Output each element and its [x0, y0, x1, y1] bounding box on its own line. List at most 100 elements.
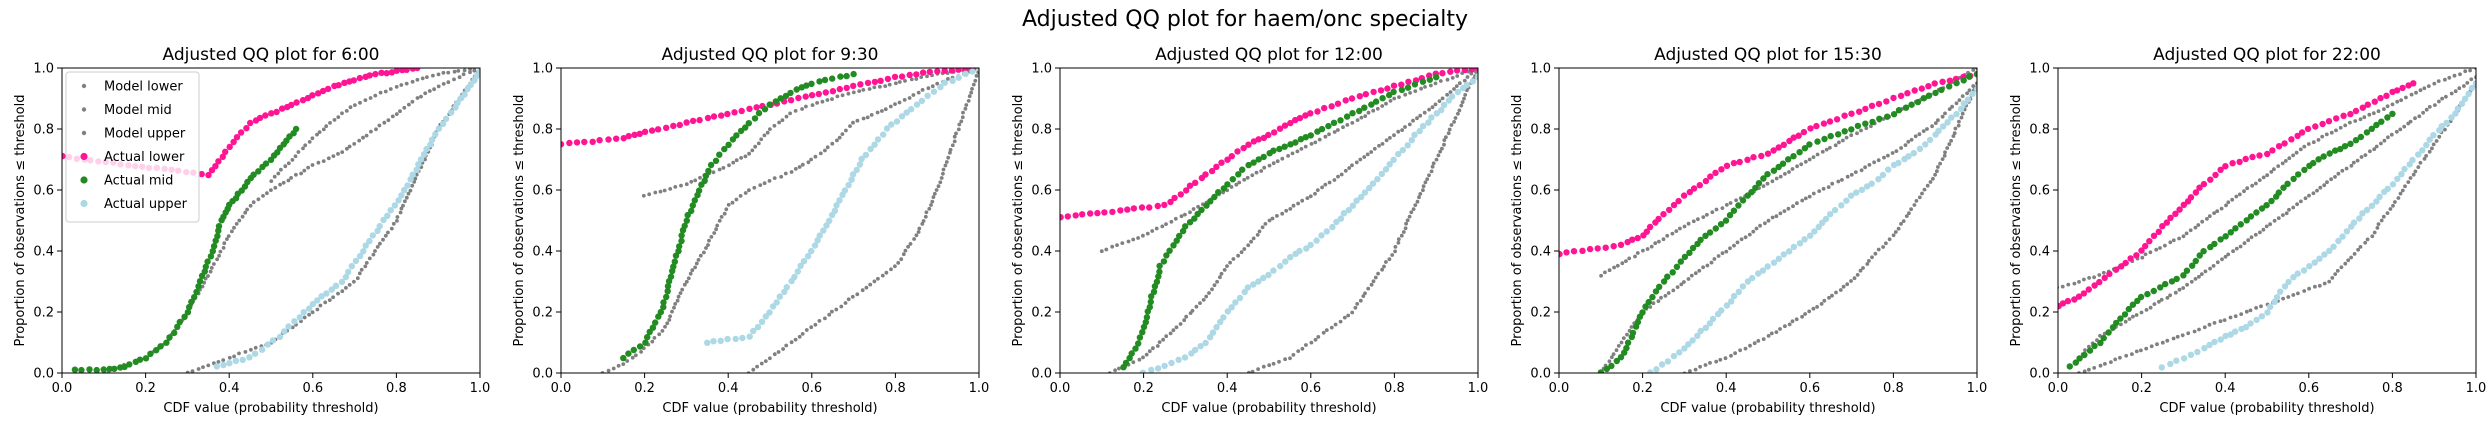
data-point	[432, 87, 436, 92]
data-point	[763, 359, 768, 363]
data-point	[830, 309, 834, 314]
data-point	[1811, 155, 1816, 160]
data-point	[698, 175, 702, 180]
data-point	[1254, 170, 1259, 175]
data-point	[2109, 360, 2113, 364]
data-point	[121, 363, 128, 371]
data-point	[1393, 245, 1398, 249]
data-point	[215, 158, 222, 165]
data-point	[1275, 159, 1280, 164]
data-point	[1701, 265, 1705, 270]
data-point	[1735, 240, 1740, 245]
data-point	[1822, 215, 1830, 223]
data-point	[1375, 106, 1380, 111]
data-point	[1182, 318, 1187, 323]
data-point	[237, 129, 245, 136]
data-point	[1413, 203, 1418, 208]
data-point	[269, 337, 277, 344]
data-point	[2371, 111, 2376, 116]
data-point	[1366, 184, 1373, 192]
data-point	[1267, 218, 1272, 223]
data-point	[672, 305, 676, 310]
data-point	[835, 94, 840, 99]
data-point	[1405, 218, 1410, 223]
data-point	[1865, 262, 1870, 266]
data-point	[1250, 159, 1257, 166]
data-point	[210, 243, 218, 250]
data-point	[1811, 191, 1816, 196]
data-point	[71, 366, 79, 373]
data-point	[1966, 73, 1973, 80]
data-point	[739, 334, 746, 342]
data-point	[1219, 271, 1224, 276]
data-point	[893, 118, 901, 125]
data-point	[1369, 150, 1374, 154]
x-tick-label: 0.2	[634, 381, 655, 396]
data-point	[830, 97, 834, 101]
data-point	[721, 145, 728, 153]
data-point	[706, 243, 710, 247]
data-point	[1960, 77, 1967, 84]
data-point	[230, 229, 234, 234]
data-point	[865, 115, 870, 120]
data-point	[1204, 294, 1209, 299]
data-point	[566, 139, 573, 147]
data-point	[1623, 344, 1630, 352]
data-point	[1967, 88, 1972, 93]
data-point	[1940, 123, 1947, 130]
data-point	[644, 334, 651, 341]
data-point	[2268, 197, 2275, 205]
data-point	[1387, 257, 1392, 262]
data-point	[1785, 156, 1792, 163]
data-point	[296, 150, 301, 154]
data-point	[1964, 96, 1972, 103]
y-tick-label: 0.4	[1031, 245, 1052, 260]
data-point	[1743, 346, 1748, 351]
data-point	[2098, 363, 2103, 368]
data-point	[1884, 241, 1888, 246]
data-point	[2256, 152, 2263, 159]
data-point	[897, 100, 902, 105]
data-point	[2326, 247, 2333, 254]
data-point	[386, 118, 391, 123]
data-point	[296, 314, 303, 321]
data-point	[1131, 360, 1136, 365]
data-point	[461, 91, 468, 98]
y-axis-label: Proportion of observations ≤ threshold	[1011, 95, 1026, 347]
data-point	[896, 261, 901, 265]
data-point	[391, 221, 396, 226]
data-point	[2167, 360, 2174, 368]
data-point	[2158, 246, 2162, 250]
data-point	[1903, 143, 1908, 148]
data-point	[243, 125, 250, 132]
data-point	[727, 163, 731, 168]
data-point	[948, 150, 952, 155]
data-point	[195, 283, 202, 290]
data-point	[707, 161, 715, 169]
data-point	[1281, 122, 1289, 129]
data-point	[1732, 243, 1736, 248]
data-point	[2272, 218, 2277, 223]
data-point	[1390, 253, 1395, 257]
data-point	[1161, 201, 1168, 209]
data-point	[1613, 357, 1621, 365]
series-actual-upper	[1647, 86, 1977, 373]
series-model-mid	[1107, 68, 1478, 373]
data-point	[302, 168, 307, 173]
data-point	[1342, 315, 1347, 320]
y-tick-label: 0.2	[2029, 306, 2050, 321]
data-point	[423, 145, 430, 153]
data-point	[2159, 223, 2166, 230]
data-point	[1679, 282, 1684, 287]
data-point	[1949, 138, 1953, 143]
data-point	[366, 237, 373, 245]
data-point	[1242, 177, 1247, 182]
data-point	[255, 168, 262, 175]
data-point	[2238, 244, 2243, 249]
data-point	[331, 295, 335, 300]
data-point	[1317, 137, 1322, 142]
data-point	[1297, 136, 1305, 143]
data-point	[2313, 284, 2317, 289]
data-point	[166, 334, 173, 341]
data-point	[683, 119, 690, 126]
